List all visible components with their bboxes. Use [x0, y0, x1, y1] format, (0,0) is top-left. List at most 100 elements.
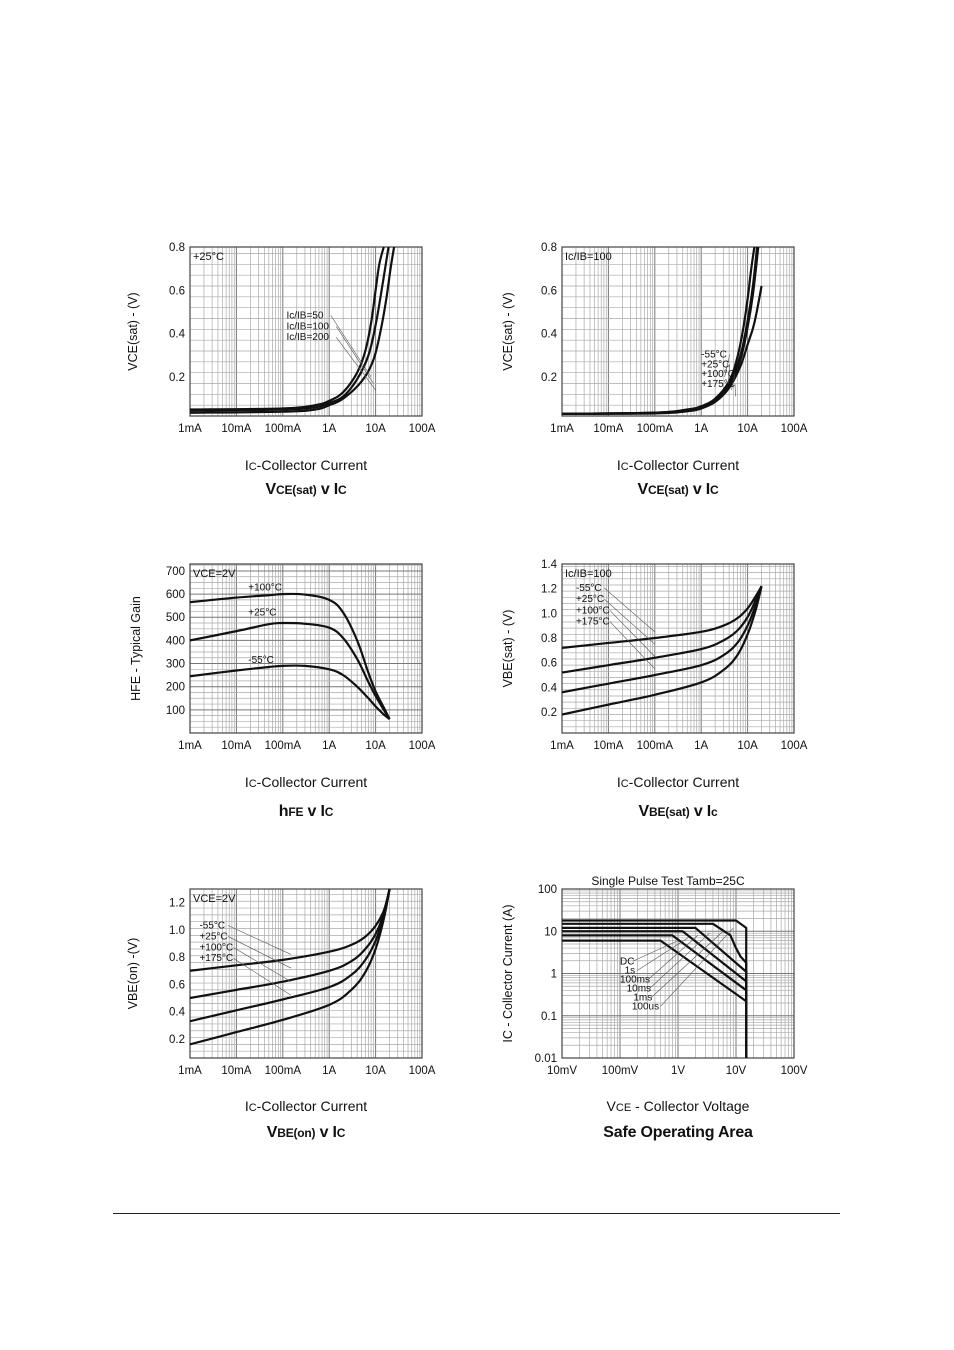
y-tick-label: 1.2	[541, 584, 557, 596]
chart-title: hFE v IC	[278, 803, 334, 820]
x-tick-label: 1mA	[550, 423, 574, 435]
y-tick-label: 0.6	[541, 658, 557, 670]
condition-label: Ic/IB=100	[565, 251, 612, 263]
condition-label: Ic/IB=100	[565, 568, 612, 580]
x-tick-label: 10mA	[593, 740, 623, 752]
y-axis-label: HFE - Typical Gain	[129, 596, 143, 701]
series-line-1	[190, 246, 390, 412]
annotation-label: Ic/IB=200	[286, 332, 329, 343]
annotation-label: +100°C	[248, 583, 282, 594]
y-axis-label: VCE(sat) - (V)	[501, 292, 515, 370]
annotation-leader	[330, 315, 372, 378]
grid	[189, 247, 422, 417]
annotation-leader	[731, 373, 736, 391]
x-axis-label: IC-Collector Current	[244, 774, 368, 790]
annotation-label: +25°C	[576, 594, 604, 605]
y-tick-label: 0.8	[169, 242, 185, 254]
chart-title: Safe Operating Area	[603, 1124, 753, 1141]
annotation-label: 100ms	[620, 974, 650, 985]
annotation-leader	[335, 326, 374, 384]
x-axis-label: IC-Collector Current	[616, 457, 740, 473]
x-tick-label: 10mV	[547, 1065, 577, 1077]
x-tick-label: 100A	[781, 423, 808, 435]
annotation-label: +100°C	[576, 605, 610, 616]
series-line-0	[562, 585, 763, 649]
annotation-label: Ic/IB=100	[286, 321, 329, 332]
annotation-label: 1ms	[633, 992, 652, 1003]
annotation-leader	[724, 354, 730, 378]
annotation-label: -55°C	[576, 583, 602, 594]
y-tick-label: 10	[544, 926, 557, 938]
y-tick-label: 0.4	[169, 1007, 186, 1019]
annotation-leader	[632, 940, 679, 962]
x-tick-label: 100V	[781, 1065, 808, 1077]
y-tick-label: 100	[166, 705, 185, 717]
y-tick-label: 0.2	[541, 707, 557, 719]
x-tick-label: 10V	[726, 1065, 747, 1077]
chart-title: VCE(sat) v IC	[265, 481, 347, 498]
y-tick-label: 1.0	[169, 925, 185, 937]
x-tick-label: 1V	[671, 1065, 685, 1077]
y-tick-label: 100	[538, 884, 557, 896]
y-tick-label: 0.2	[541, 372, 557, 384]
annotation-label: -55°C	[199, 921, 225, 932]
series-line-0	[190, 246, 385, 411]
x-tick-label: 100mA	[265, 1065, 302, 1077]
annotation-label: +175°C	[199, 953, 233, 964]
x-tick-label: 100mA	[637, 423, 674, 435]
series-line-0	[190, 592, 391, 720]
x-tick-label: 100A	[409, 740, 436, 752]
series-line-0	[190, 888, 391, 972]
y-tick-label: 0.2	[169, 372, 185, 384]
x-tick-label: 1mA	[550, 740, 574, 752]
annotation-label: -55°C	[701, 350, 727, 361]
series-line-2	[190, 664, 391, 720]
annotation-leader	[609, 621, 656, 670]
chart-title: VCE(sat) v IC	[637, 481, 719, 498]
y-tick-label: 400	[166, 635, 185, 647]
x-tick-label: 10mA	[221, 423, 251, 435]
annotation-leader	[335, 336, 376, 391]
condition-label: VCE=2V	[193, 568, 236, 580]
annotation-leader	[651, 931, 724, 998]
y-tick-label: 0.2	[169, 1034, 185, 1046]
y-tick-label: 0.01	[535, 1053, 557, 1065]
y-tick-label: 700	[166, 566, 185, 578]
y-tick-label: 0.6	[169, 285, 185, 297]
y-tick-label: 0.4	[541, 329, 558, 341]
annotation-leader	[727, 364, 730, 384]
x-axis-label: VCE - Collector Voltage	[606, 1098, 750, 1114]
y-axis-label: VCE(sat) - (V)	[126, 292, 140, 370]
x-tick-label: 100mV	[602, 1065, 639, 1077]
annotation-label: +175°C	[701, 379, 735, 390]
x-tick-label: 100mA	[265, 423, 302, 435]
x-tick-label: 10A	[737, 740, 758, 752]
x-tick-label: 100A	[409, 1065, 436, 1077]
annotation-leader	[227, 925, 292, 955]
x-tick-label: 1A	[694, 740, 708, 752]
chart-title: VBE(on) v IC	[266, 1124, 346, 1141]
x-tick-label: 1mA	[178, 740, 202, 752]
footer-rule	[113, 1213, 840, 1214]
plot-area	[562, 564, 794, 733]
x-tick-label: 100mA	[637, 740, 674, 752]
y-tick-label: 0.1	[541, 1011, 557, 1023]
x-tick-label: 10A	[737, 423, 758, 435]
y-tick-label: 0.8	[541, 242, 557, 254]
series-line-5	[562, 919, 748, 1058]
series-line-3	[562, 585, 763, 716]
y-tick-label: 1.4	[541, 559, 558, 571]
annotation-label: Ic/IB=50	[286, 311, 323, 322]
annotation-label: +100°C	[199, 942, 233, 953]
y-axis-label: IC - Collector Current (A)	[501, 904, 515, 1042]
annotation-leader	[609, 610, 656, 657]
annotation-label: DC	[620, 956, 634, 967]
y-tick-label: 0.6	[541, 285, 557, 297]
x-tick-label: 10A	[365, 740, 386, 752]
annotation-label: -55°C	[248, 655, 274, 666]
